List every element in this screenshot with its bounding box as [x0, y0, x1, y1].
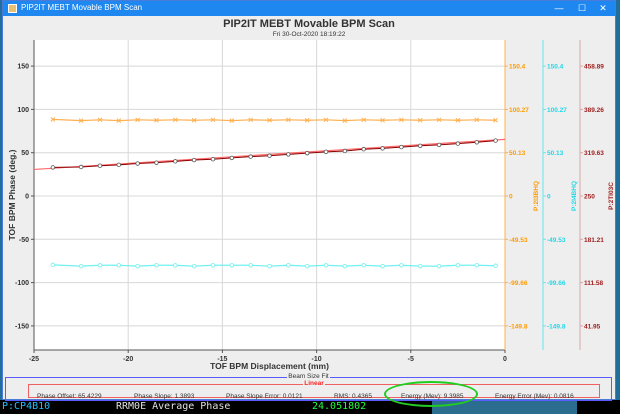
data-point-marker	[249, 155, 253, 159]
right-axis-tick-label: -49.53	[509, 237, 528, 244]
y-tick-label: 100	[17, 107, 29, 114]
right-axis-tick-label: 111.58	[584, 280, 604, 287]
y-tick-label: 0	[25, 194, 29, 201]
data-point-marker	[268, 264, 272, 268]
right-axis-tick-label: 319.63	[584, 150, 604, 157]
right-axis-tick-label: 0	[509, 194, 513, 201]
right-axis-tick-label: 389.26	[584, 107, 604, 114]
data-point-marker	[192, 264, 196, 268]
data-point-marker	[117, 163, 121, 167]
y-tick-label: 150	[17, 64, 29, 71]
chart[interactable]: 150100500-50-100-150-25-20-15-10-50TOF B…	[0, 0, 620, 414]
y-tick-label: -50	[19, 237, 29, 244]
right-axis-tick-label: 0	[547, 194, 551, 201]
x-axis-label: TOF BPM Displacement (mm)	[210, 361, 329, 371]
right-axis-tick-label: -49.53	[547, 237, 566, 244]
y-tick-label: -150	[15, 323, 29, 330]
right-axis-tick-label: -149.8	[509, 323, 528, 330]
right-axis-tick-label: 50.13	[547, 150, 564, 157]
x-tick-label: -5	[408, 356, 414, 363]
right-axis-tick-label: 458.89	[584, 64, 604, 71]
data-point-marker	[98, 164, 102, 168]
right-axis-tick-label: 181.21	[584, 237, 604, 244]
plot-area	[34, 40, 505, 350]
data-point-marker	[324, 263, 328, 267]
right-axis-tick-label: 50.13	[509, 150, 526, 157]
x-tick-label: -25	[29, 356, 39, 363]
data-point-marker	[362, 147, 366, 151]
right-axis-tick-label: 150.4	[509, 64, 526, 71]
right-axis-tick-label: 41.95	[584, 323, 601, 330]
right-axis-tick-label: -99.66	[509, 280, 528, 287]
x-tick-label: -20	[123, 356, 133, 363]
data-point-marker	[494, 264, 498, 268]
y-tick-label: -100	[15, 280, 29, 287]
phase-slope-value: Phase Slope: 1.3893	[134, 393, 194, 400]
data-point-marker	[475, 263, 479, 267]
data-point-marker	[174, 263, 178, 267]
beam-size-fit-label: Beam Size Fit	[287, 373, 329, 380]
data-point-marker	[79, 165, 83, 169]
right-axis-tick-label: 250	[584, 194, 595, 201]
data-point-marker	[155, 263, 159, 267]
right-axis-tick-label: 100.27	[509, 107, 529, 114]
linear-fit-label: Linear	[303, 380, 325, 387]
data-point-marker	[136, 162, 140, 166]
right-axis-tick-label: 100.27	[547, 107, 567, 114]
right-axis-tick-label: -149.8	[547, 323, 566, 330]
data-point-marker	[305, 264, 309, 268]
data-point-marker	[400, 263, 404, 267]
data-point-marker	[117, 263, 121, 267]
phase-slope-error-value: Phase Slope Error: 0.0121	[226, 393, 303, 400]
data-point-marker	[305, 151, 309, 155]
data-point-marker	[51, 263, 55, 267]
data-point-marker	[136, 264, 140, 268]
data-point-marker	[324, 150, 328, 154]
right-axis-tick-label: -99.66	[547, 280, 566, 287]
data-point-marker	[437, 143, 441, 147]
data-point-marker	[418, 264, 422, 268]
data-point-marker	[211, 157, 215, 161]
data-point-marker	[155, 161, 159, 165]
data-point-marker	[343, 149, 347, 153]
data-point-marker	[192, 158, 196, 162]
energy-highlight-ellipse	[384, 381, 478, 407]
right-axis-tick-label: 150.4	[547, 64, 564, 71]
data-point-marker	[249, 263, 253, 267]
data-point-marker	[79, 264, 83, 268]
phase-offset-value: Phase Offset: 65.4229	[37, 393, 102, 400]
data-point-marker	[362, 263, 366, 267]
data-point-marker	[456, 263, 460, 267]
x-tick-label: 0	[503, 356, 507, 363]
y-tick-label: 50	[21, 150, 29, 157]
data-point-marker	[268, 154, 272, 158]
data-point-marker	[494, 139, 498, 143]
data-point-marker	[51, 166, 55, 170]
data-point-marker	[230, 156, 234, 160]
data-point-marker	[381, 264, 385, 268]
data-point-marker	[230, 263, 234, 267]
y-axis-label: TOF BPM Phase (deg.)	[7, 149, 17, 240]
data-point-marker	[437, 264, 441, 268]
data-point-marker	[456, 142, 460, 146]
data-point-marker	[174, 160, 178, 164]
right-axis-label: P:2I3BHQ	[533, 181, 540, 211]
data-point-marker	[343, 264, 347, 268]
data-point-marker	[418, 144, 422, 148]
data-point-marker	[98, 263, 102, 267]
energy-error-value: Energy Error (Mev): 0.0816	[495, 393, 574, 400]
data-point-marker	[381, 147, 385, 151]
data-point-marker	[400, 145, 404, 149]
data-point-marker	[287, 153, 291, 157]
right-axis-label: P:2I4BHQ	[571, 181, 578, 211]
right-axis-label: P:2TI03C	[608, 182, 615, 210]
data-point-marker	[211, 263, 215, 267]
rms-value: RMS: 0.4365	[334, 393, 372, 400]
data-point-marker	[287, 263, 291, 267]
data-point-marker	[475, 141, 479, 145]
